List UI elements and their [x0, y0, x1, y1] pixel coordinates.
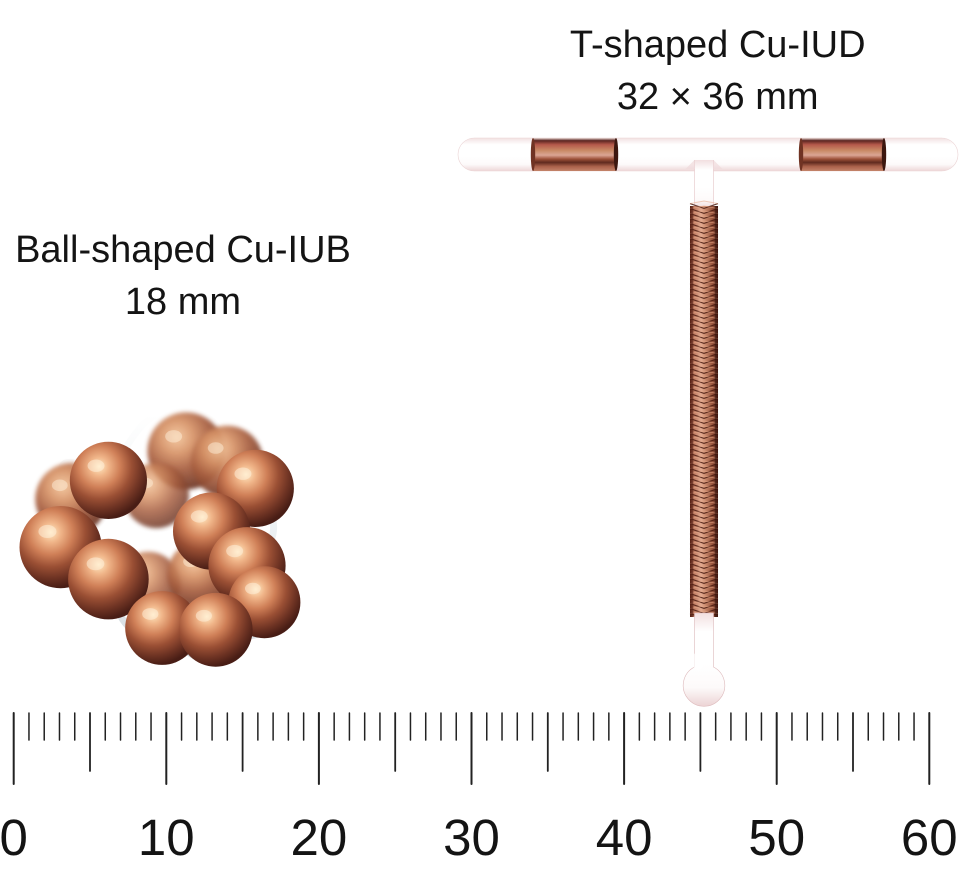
svg-text:50: 50: [748, 809, 805, 866]
svg-text:60: 60: [901, 809, 958, 866]
svg-text:20: 20: [291, 809, 348, 866]
svg-text:10: 10: [138, 809, 195, 866]
svg-text:40: 40: [596, 809, 653, 866]
svg-text:0: 0: [0, 809, 28, 866]
svg-text:30: 30: [443, 809, 500, 866]
